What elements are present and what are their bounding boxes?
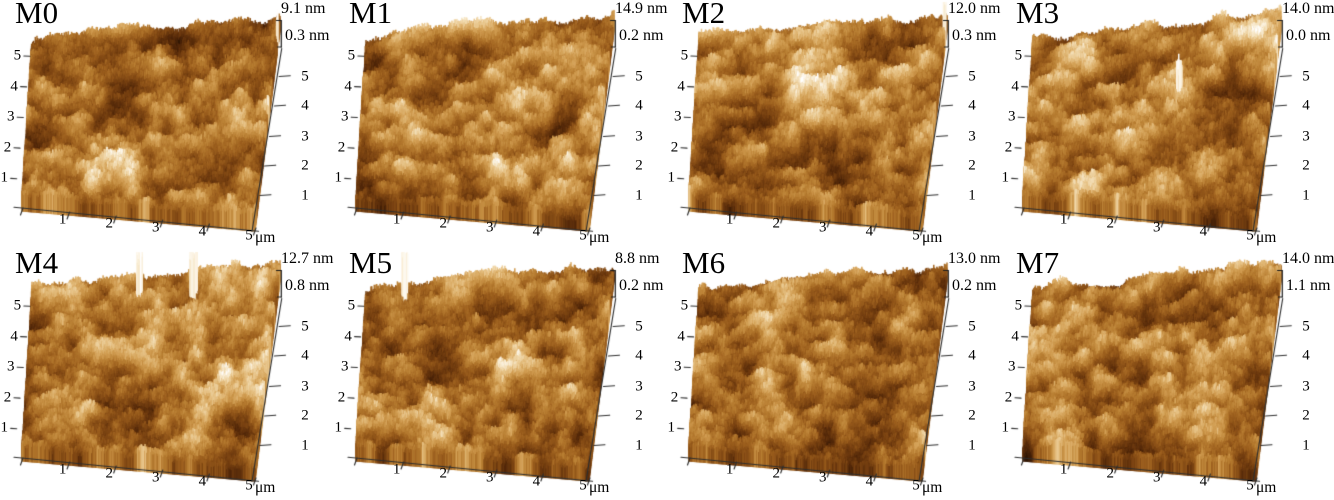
panel-label: M6 [682,245,726,280]
x-axis-unit: μm [922,229,943,246]
z-min-label: 0.8 nm [285,277,330,294]
z-min-label: 0.2 nm [619,277,664,294]
panel-label: M3 [1016,0,1060,30]
panel-label: M1 [349,0,393,30]
x-axis-unit: μm [1256,229,1277,246]
z-max-label: 14.9 nm [615,0,668,17]
panel-label: M5 [349,245,393,280]
x-axis-unit: μm [589,229,610,246]
z-max-label: 12.7 nm [281,250,334,267]
z-min-label: 0.2 nm [952,277,997,294]
afm-surface-canvas [334,0,668,250]
afm-surface-canvas [1001,250,1334,500]
x-axis-unit: μm [589,479,610,496]
afm-surface-canvas [334,250,668,500]
afm-surface-canvas [0,250,334,500]
z-max-label: 14.0 nm [1282,0,1334,17]
z-max-label: 8.8 nm [615,250,660,267]
z-max-label: 12.0 nm [948,0,1001,17]
z-min-label: 0.3 nm [952,27,997,44]
z-max-label: 13.0 nm [948,250,1001,267]
panel-label: M0 [15,0,59,30]
z-min-label: 0.3 nm [285,27,330,44]
x-axis-unit: μm [255,229,276,246]
afm-surface-canvas [0,0,334,250]
x-axis-unit: μm [922,479,943,496]
x-axis-unit: μm [255,479,276,496]
z-max-label: 9.1 nm [281,0,326,17]
panel-label: M7 [1016,245,1060,280]
z-min-label: 0.0 nm [1286,27,1331,44]
z-max-label: 14.0 nm [1282,250,1334,267]
z-min-label: 0.2 nm [619,27,664,44]
afm-surface-canvas [1001,0,1334,250]
z-min-label: 1.1 nm [1286,277,1331,294]
x-axis-unit: μm [1256,479,1277,496]
afm-surface-canvas [667,0,1001,250]
afm-surface-canvas [667,250,1001,500]
panel-label: M4 [15,245,59,280]
panel-label: M2 [682,0,726,30]
